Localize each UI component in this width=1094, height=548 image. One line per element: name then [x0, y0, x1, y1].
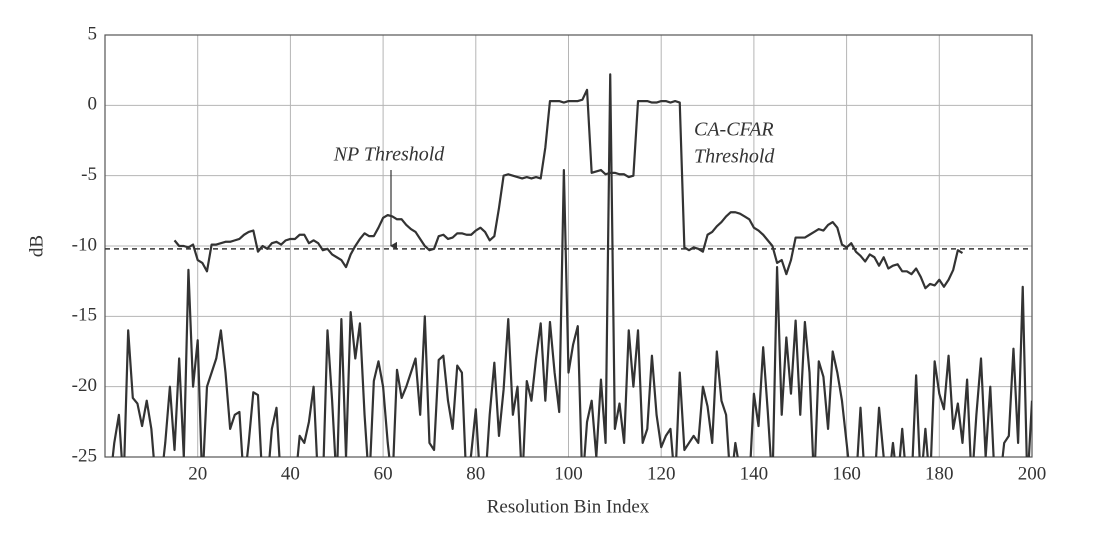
annotation: NP Threshold: [333, 144, 446, 166]
x-tick-label: 140: [740, 463, 769, 484]
y-tick-label: 5: [88, 23, 98, 44]
y-tick-label: 0: [88, 94, 98, 115]
y-tick-label: -20: [72, 375, 97, 396]
annotation: Threshold: [694, 146, 775, 168]
x-tick-label: 20: [188, 463, 207, 484]
x-tick-label: 200: [1018, 463, 1047, 484]
y-tick-label: -25: [72, 445, 97, 466]
x-axis-label: Resolution Bin Index: [487, 496, 650, 517]
x-tick-label: 120: [647, 463, 676, 484]
x-tick-label: 180: [925, 463, 954, 484]
x-tick-label: 160: [832, 463, 861, 484]
x-tick-label: 100: [554, 463, 583, 484]
y-axis-label: dB: [26, 235, 47, 257]
y-tick-label: -15: [72, 305, 97, 326]
x-tick-label: 60: [374, 463, 393, 484]
series-line: [173, 88, 964, 290]
x-tick-label: 40: [281, 463, 300, 484]
plot-frame: [104, 34, 1033, 458]
y-tick-label: -5: [81, 164, 97, 185]
x-tick-label: 80: [466, 463, 485, 484]
y-tick-label: -10: [72, 234, 97, 255]
series-line: [111, 73, 1032, 457]
annotation: CA-CFAR: [694, 119, 774, 141]
